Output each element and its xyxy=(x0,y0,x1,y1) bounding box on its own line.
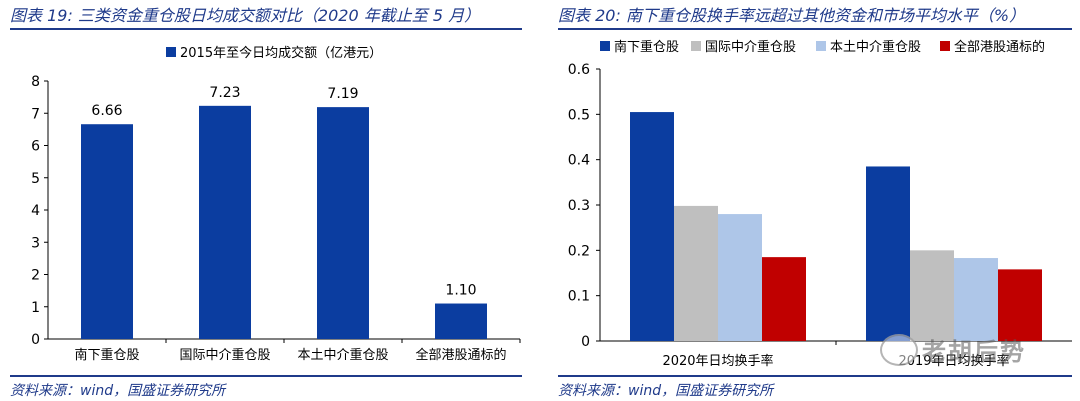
x-tick-label: 2020年日均换手率 xyxy=(662,353,773,369)
bar xyxy=(630,112,674,341)
y-tick-label: 2 xyxy=(31,268,40,284)
bar xyxy=(954,258,998,341)
bar xyxy=(81,124,133,339)
left-source-rule xyxy=(10,375,522,377)
y-tick-label: 0.1 xyxy=(568,289,590,305)
y-tick-label: 8 xyxy=(31,74,40,90)
y-tick-label: 0.3 xyxy=(568,198,590,214)
left-bar-chart: 2015年至今日均成交额（亿港元） 0 1 2 3 4 5 6 7 8 6.66 南下重仓股 7.23 国… xyxy=(31,45,521,363)
y-tick-label: 1 xyxy=(31,300,40,316)
bar xyxy=(435,303,487,339)
y-tick-label: 0 xyxy=(31,332,40,348)
y-tick-label: 0.2 xyxy=(568,243,590,259)
y-tick-label: 3 xyxy=(31,235,40,251)
bar xyxy=(199,105,251,340)
data-label: 6.66 xyxy=(91,103,122,119)
bar xyxy=(762,257,806,341)
right-chart-source: 资料来源：wind，国盛证券研究所 xyxy=(558,383,774,399)
x-tick-label: 本土中介重仓股 xyxy=(297,347,388,363)
watermark: 老胡后势 xyxy=(880,330,1070,370)
legend-label: 南下重仓股 xyxy=(614,39,679,55)
y-tick-label: 7 xyxy=(31,106,40,122)
y-tick-label: 0.4 xyxy=(568,153,590,169)
y-tick-label: 0.6 xyxy=(568,62,590,78)
right-chart-title: 图表 20: 南下重仓股换手率远超过其他资金和市场平均水平（%） xyxy=(558,6,1026,25)
right-source-rule xyxy=(558,375,1072,377)
y-tick-label: 5 xyxy=(31,171,40,187)
x-tick-label: 全部港股通标的 xyxy=(415,347,506,363)
x-tick-label: 2019年日均换手率 xyxy=(898,353,1009,369)
right-title-rule xyxy=(558,28,1072,30)
left-title-rule xyxy=(10,28,522,30)
right-chart-panel: 图表 20: 南下重仓股换手率远超过其他资金和市场平均水平（%） 南下重仓股 国际… xyxy=(548,0,1080,401)
left-chart-title: 图表 19: 三类资金重仓股日均成交额对比（2020 年截止至 5 月） xyxy=(10,6,481,25)
legend-swatch xyxy=(691,41,701,51)
bar xyxy=(866,166,910,341)
legend-label: 2015年至今日均成交额（亿港元） xyxy=(180,45,382,61)
y-tick-label: 0 xyxy=(581,334,590,350)
legend-swatch xyxy=(600,41,610,51)
y-tick-label: 6 xyxy=(31,139,40,155)
bar xyxy=(998,269,1042,341)
data-label: 7.19 xyxy=(327,86,358,102)
right-bar-chart: 南下重仓股 国际中介重仓股 本土中介重仓股 全部港股通标的 0 0.1 0.2 0.3 0.4 0… xyxy=(568,39,1072,369)
legend-label: 本土中介重仓股 xyxy=(830,39,921,55)
y-tick-label: 0.5 xyxy=(568,107,590,123)
bar xyxy=(910,250,954,341)
bar xyxy=(718,214,762,341)
legend-label: 国际中介重仓股 xyxy=(705,39,796,55)
legend-label: 全部港股通标的 xyxy=(954,39,1045,55)
data-label: 7.23 xyxy=(209,85,240,101)
data-label: 1.10 xyxy=(445,283,476,299)
left-chart-source: 资料来源：wind，国盛证券研究所 xyxy=(10,383,226,399)
x-tick-label: 南下重仓股 xyxy=(74,347,139,363)
watermark-text: 老胡后势 xyxy=(922,338,1026,366)
legend-swatch xyxy=(940,41,950,51)
wechat-icon xyxy=(880,334,918,366)
bar xyxy=(317,107,369,339)
bar xyxy=(674,205,718,341)
legend-swatch xyxy=(816,41,826,51)
y-tick-label: 4 xyxy=(31,203,40,219)
left-chart-panel: 图表 19: 三类资金重仓股日均成交额对比（2020 年截止至 5 月） 201… xyxy=(0,0,530,401)
x-tick-label: 国际中介重仓股 xyxy=(179,347,270,363)
legend-swatch xyxy=(166,47,176,57)
